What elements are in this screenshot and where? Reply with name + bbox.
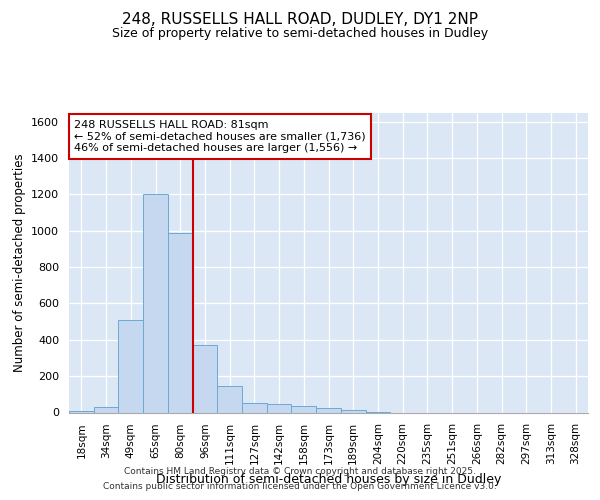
Text: Contains HM Land Registry data © Crown copyright and database right 2025.: Contains HM Land Registry data © Crown c… [124,467,476,476]
Text: Size of property relative to semi-detached houses in Dudley: Size of property relative to semi-detach… [112,28,488,40]
Bar [118,320,143,412]
Bar [193,345,217,412]
Bar [242,404,267,412]
Bar [267,404,292,412]
Bar [69,410,94,412]
Y-axis label: Number of semi-detached properties: Number of semi-detached properties [13,153,26,372]
Text: 248, RUSSELLS HALL ROAD, DUDLEY, DY1 2NP: 248, RUSSELLS HALL ROAD, DUDLEY, DY1 2NP [122,12,478,28]
Text: Contains public sector information licensed under the Open Government Licence v3: Contains public sector information licen… [103,482,497,491]
Bar [292,406,316,412]
Bar [168,232,193,412]
Text: 248 RUSSELLS HALL ROAD: 81sqm
← 52% of semi-detached houses are smaller (1,736)
: 248 RUSSELLS HALL ROAD: 81sqm ← 52% of s… [74,120,366,153]
Bar [217,386,242,412]
X-axis label: Distribution of semi-detached houses by size in Dudley: Distribution of semi-detached houses by … [156,472,501,486]
Bar [94,407,118,412]
Bar [143,194,168,412]
Bar [316,408,341,412]
Bar [341,410,365,412]
